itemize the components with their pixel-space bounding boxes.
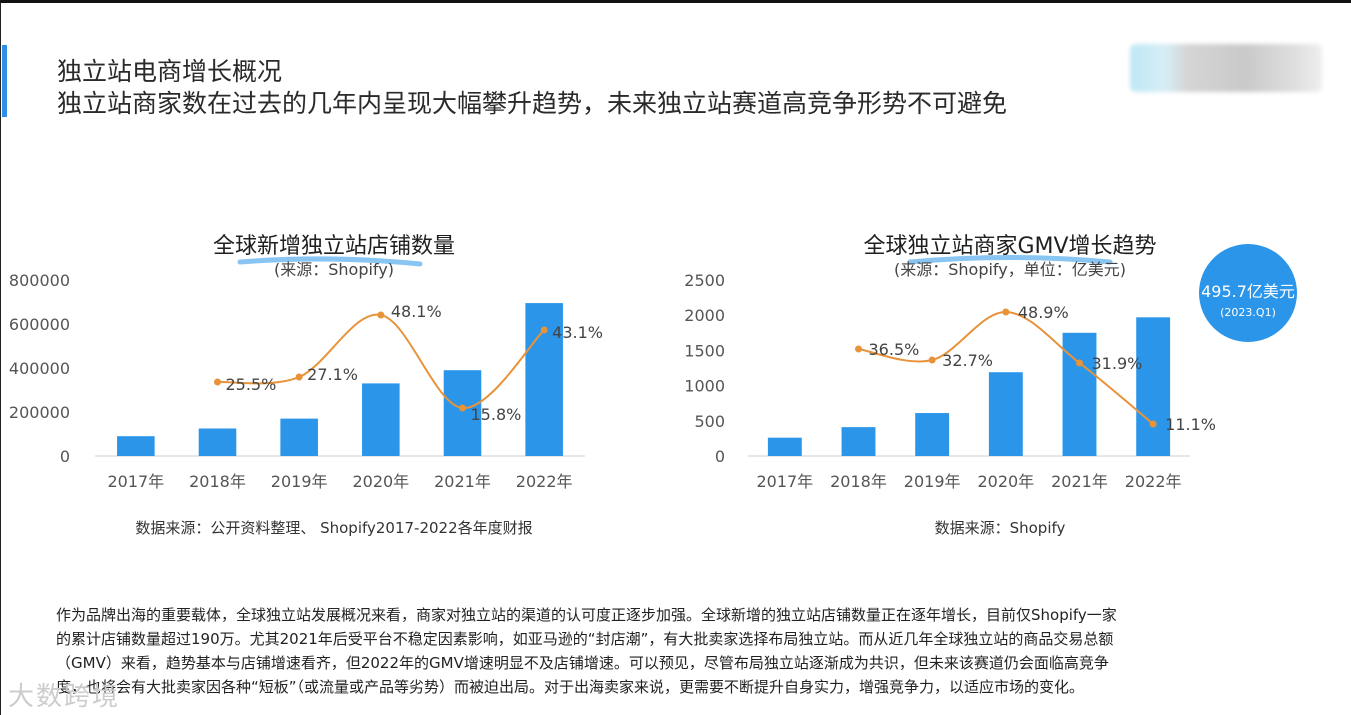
charts-canvas: 全球新增独立站店铺数量 (来源：Shopify) 800000 600000 400… [9, 234, 1297, 537]
y-tick-label: 200000 [9, 403, 70, 422]
y-tick-label: 0 [715, 447, 725, 466]
x-tick-label: 2022年 [1125, 472, 1182, 491]
x-tick-label: 2017年 [756, 472, 813, 491]
growth-point [855, 345, 862, 353]
y-tick-label: 400000 [9, 359, 70, 378]
y-tick-label: 0 [60, 447, 70, 466]
x-tick-label: 2019年 [904, 472, 961, 491]
bar [988, 372, 1023, 456]
growth-label: 27.1% [307, 365, 358, 384]
y-tick-label: 2000 [684, 306, 725, 325]
growth-label: 36.5% [869, 340, 920, 359]
growth-label: 43.1% [552, 323, 603, 342]
y-tick-label: 1500 [684, 341, 725, 360]
chart-right-subtitle: (来源：Shopify，单位：亿美元) [894, 260, 1126, 279]
gmv-callout-bubble [1199, 244, 1297, 342]
chart-right-source: 数据来源：Shopify [935, 519, 1066, 537]
x-tick-label: 2018年 [830, 472, 887, 491]
x-tick-label: 2020年 [352, 472, 409, 491]
x-tick-label: 2020年 [977, 472, 1034, 491]
bar [443, 370, 482, 456]
growth-point [295, 373, 303, 381]
growth-point [1002, 308, 1010, 316]
bar [198, 428, 237, 456]
paragraph-line: 的累计店铺数量超过190万。尤其2021年后受平台不稳定因素影响，如亚马逊的“封… [56, 630, 1114, 648]
growth-label: 48.9% [1018, 303, 1069, 322]
bar [362, 383, 400, 456]
chart-left-source: 数据来源：公开资料整理、 Shopify2017-2022各年度财报 [135, 519, 532, 537]
title-accent-bar [2, 45, 7, 117]
gmv-callout-value: 495.7亿美元 [1201, 282, 1295, 301]
growth-label: 31.9% [1092, 354, 1143, 373]
chart-right-title: 全球独立站商家GMV增长趋势 [863, 234, 1156, 259]
growth-label: 48.1% [391, 302, 442, 321]
y-tick-label: 500 [694, 412, 725, 431]
growth-point [1076, 359, 1083, 367]
x-tick-label: 2021年 [1051, 472, 1108, 491]
blurred-logo [1130, 44, 1322, 92]
bar [117, 436, 155, 456]
chart-left-title: 全球新增独立站店铺数量 [213, 234, 455, 259]
y-tick-label: 1000 [684, 377, 725, 396]
bar [280, 418, 318, 456]
bar [915, 413, 950, 456]
growth-point [540, 326, 548, 334]
bar [1136, 317, 1171, 456]
gmv-callout-note: (2023.Q1) [1220, 306, 1276, 319]
x-tick-label: 2017年 [107, 472, 164, 491]
x-tick-label: 2018年 [189, 472, 246, 491]
growth-point [1149, 420, 1157, 428]
y-tick-label: 800000 [9, 271, 70, 290]
growth-label: 15.8% [471, 405, 522, 424]
x-tick-label: 2021年 [434, 472, 491, 491]
paragraph-line: 度，也将会有大批卖家因各种“短板”（或流量或产品等劣势）而被迫出局。对于出海卖家… [56, 678, 1085, 696]
y-tick-label: 2500 [684, 271, 725, 290]
bar [767, 437, 802, 456]
watermark-text: 大数跨境 [8, 681, 121, 711]
chart-left: 全球新增独立站店铺数量 (来源：Shopify) 800000 600000 400… [9, 234, 603, 537]
chart-right: 全球独立站商家GMV增长趋势 (来源：Shopify，单位：亿美元) 2500 2… [684, 234, 1297, 537]
growth-label: 32.7% [942, 351, 993, 370]
title-underline-left [237, 256, 423, 267]
paragraph-line: 作为品牌出海的重要载体，全球独立站发展概况来看，商家对独立站的渠道的认可度正逐步… [56, 606, 1117, 624]
growth-label: 25.5% [226, 375, 277, 394]
bar [1062, 332, 1097, 456]
growth-point [214, 378, 221, 386]
description-paragraph: 作为品牌出海的重要载体，全球独立站发展概况来看，商家对独立站的渠道的认可度正逐步… [56, 603, 1271, 699]
paragraph-line: （GMV）来看，趋势基本与店铺增速看齐，但2022年的GMV增速明显不及店铺增速… [56, 654, 1109, 672]
growth-point [928, 356, 936, 364]
slide-title: 独立站电商增长概况 [57, 57, 283, 86]
x-tick-label: 2019年 [271, 472, 328, 491]
title-underline-right [907, 255, 1113, 265]
y-tick-label: 600000 [9, 315, 70, 334]
slide-subtitle: 独立站商家数在过去的几年内呈现大幅攀升趋势，未来独立站赛道高竞争形势不可避免 [57, 89, 1008, 118]
chart-left-subtitle: (来源：Shopify) [274, 260, 394, 279]
bar [841, 427, 876, 456]
growth-point [377, 311, 385, 319]
growth-line [217, 313, 545, 410]
x-tick-label: 2022年 [516, 472, 573, 491]
growth-label: 11.1% [1165, 415, 1216, 434]
growth-point [459, 404, 466, 412]
